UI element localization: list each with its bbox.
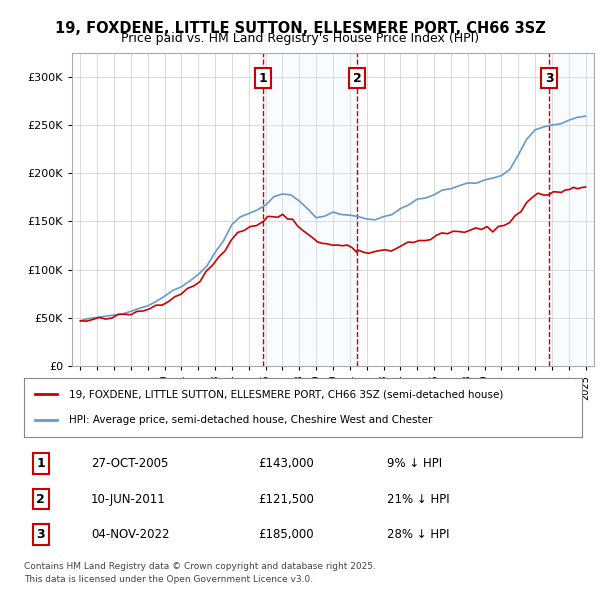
Text: 2: 2 <box>37 493 45 506</box>
Text: 28% ↓ HPI: 28% ↓ HPI <box>387 528 449 541</box>
Text: HPI: Average price, semi-detached house, Cheshire West and Chester: HPI: Average price, semi-detached house,… <box>68 415 432 425</box>
Text: 21% ↓ HPI: 21% ↓ HPI <box>387 493 449 506</box>
Bar <box>549 53 594 366</box>
Text: Contains HM Land Registry data © Crown copyright and database right 2025.: Contains HM Land Registry data © Crown c… <box>24 562 376 571</box>
Text: £121,500: £121,500 <box>259 493 314 506</box>
Text: 1: 1 <box>259 71 267 84</box>
Text: This data is licensed under the Open Government Licence v3.0.: This data is licensed under the Open Gov… <box>24 575 313 584</box>
Text: 19, FOXDENE, LITTLE SUTTON, ELLESMERE PORT, CH66 3SZ: 19, FOXDENE, LITTLE SUTTON, ELLESMERE PO… <box>55 21 545 35</box>
Text: 9% ↓ HPI: 9% ↓ HPI <box>387 457 442 470</box>
Text: 04-NOV-2022: 04-NOV-2022 <box>91 528 169 541</box>
Text: 2: 2 <box>353 71 362 84</box>
Text: £143,000: £143,000 <box>259 457 314 470</box>
Text: £185,000: £185,000 <box>259 528 314 541</box>
Text: 3: 3 <box>545 71 554 84</box>
Bar <box>263 53 357 366</box>
Text: 27-OCT-2005: 27-OCT-2005 <box>91 457 169 470</box>
Text: 10-JUN-2011: 10-JUN-2011 <box>91 493 166 506</box>
Text: 1: 1 <box>37 457 45 470</box>
Text: 3: 3 <box>37 528 45 541</box>
Text: Price paid vs. HM Land Registry's House Price Index (HPI): Price paid vs. HM Land Registry's House … <box>121 32 479 45</box>
Text: 19, FOXDENE, LITTLE SUTTON, ELLESMERE PORT, CH66 3SZ (semi-detached house): 19, FOXDENE, LITTLE SUTTON, ELLESMERE PO… <box>68 389 503 399</box>
